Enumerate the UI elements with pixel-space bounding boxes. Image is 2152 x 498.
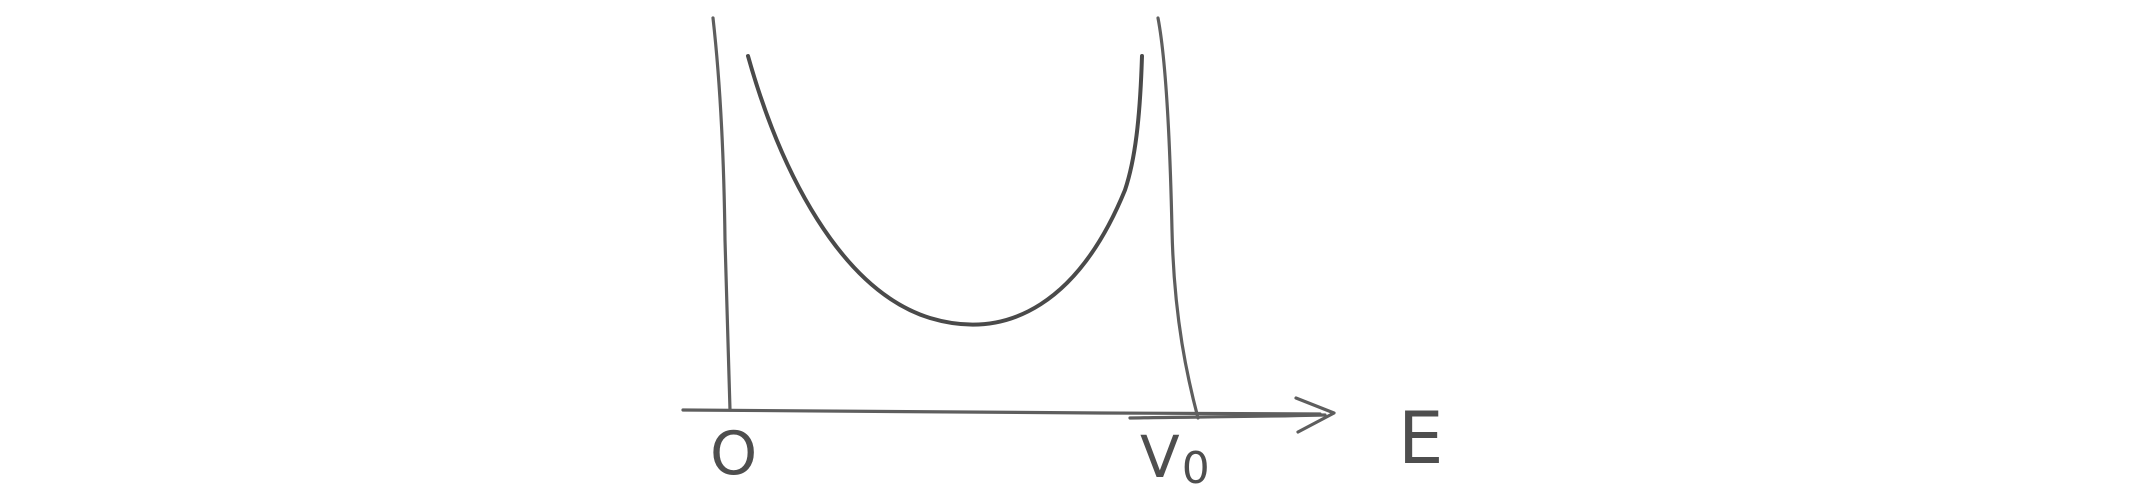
v0-label: V0 (1140, 428, 1210, 491)
right-wall (1156, 16, 1200, 420)
u-shaped-curve (746, 54, 1144, 327)
horizontal-axis (681, 408, 1322, 416)
axis-arrowhead (1294, 396, 1336, 434)
axis-overstroke (1128, 413, 1327, 420)
v0-subscript: 0 (1181, 443, 1210, 494)
left-wall (711, 16, 732, 412)
v0-main: V (1140, 423, 1180, 491)
axis-label-e: E (1398, 396, 1444, 480)
origin-label: O (710, 419, 758, 489)
